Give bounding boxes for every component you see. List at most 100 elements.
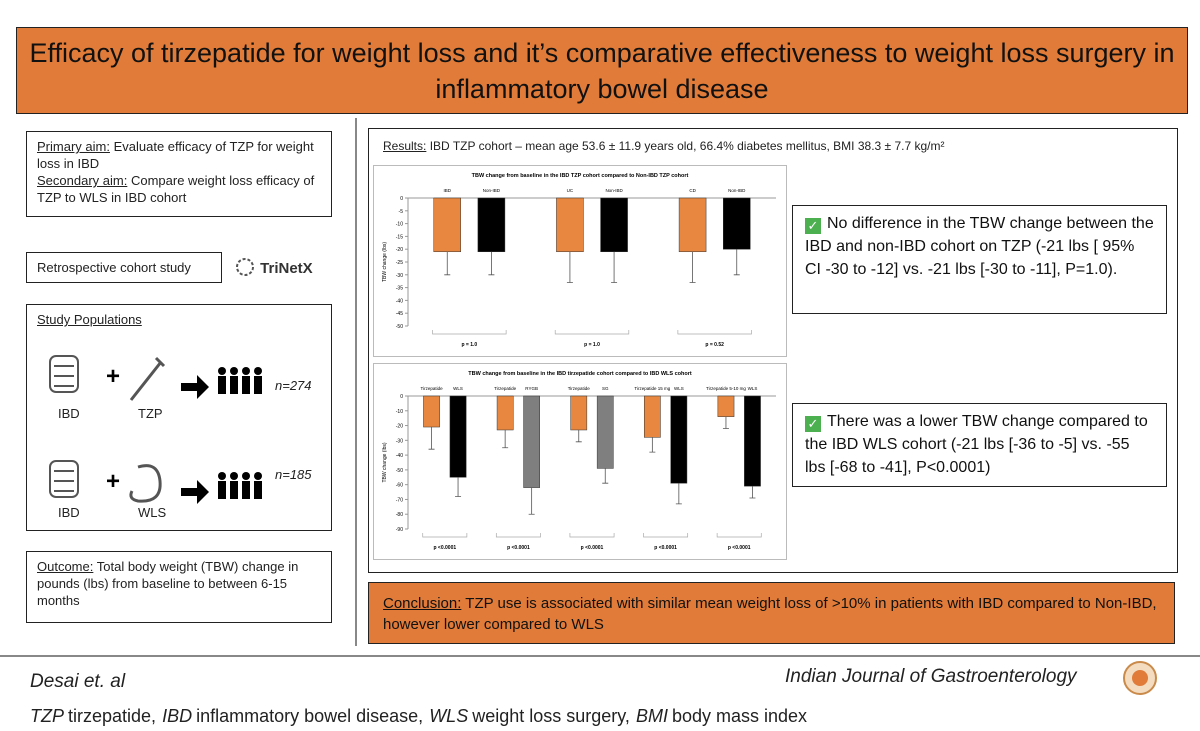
error-bar <box>528 487 535 515</box>
y-tick-label: -25 <box>396 260 403 266</box>
error-bar <box>428 427 435 450</box>
svg-text:+: + <box>106 468 120 495</box>
y-tick-label: 0 <box>400 394 403 400</box>
bar <box>449 395 467 478</box>
abbreviation: TZP <box>30 706 64 726</box>
label: IBD <box>58 406 80 421</box>
category-label: RYGB <box>525 386 538 391</box>
y-tick-label: -20 <box>396 247 403 253</box>
y-tick-label: -30 <box>396 273 403 279</box>
bar <box>596 395 614 469</box>
bar <box>570 395 588 431</box>
bracket <box>432 330 507 335</box>
y-tick-label: -90 <box>396 527 403 533</box>
category-label: Non-IBD <box>483 188 501 193</box>
row: + <box>49 355 262 401</box>
y-tick-label: -80 <box>396 512 403 518</box>
bar <box>644 395 661 438</box>
p-value: p <0.0001 <box>581 545 604 551</box>
text: TZP use is associated with similar mean … <box>383 595 1157 633</box>
logo-text: TriNetX <box>260 260 313 277</box>
abbreviations: TZP tirzepatide, IBD inflammatory bowel dis… <box>30 706 813 727</box>
row: + <box>49 460 262 504</box>
results-line: Results: IBD TZP cohort – mean age 53.6 … <box>383 138 944 155</box>
text: Compare weight loss efficacy of TZP to W… <box>37 173 315 205</box>
error-bar <box>649 437 656 453</box>
category-label: WLS <box>748 386 758 391</box>
definition: weight loss surgery, <box>472 706 630 726</box>
bar <box>717 395 735 417</box>
label: IBD <box>58 505 80 520</box>
design-box: Retrospective cohort study <box>26 252 222 283</box>
outcome-box: Outcome: Total body weight (TBW) change … <box>26 551 332 623</box>
y-tick-label: -35 <box>396 286 403 292</box>
title: Efficacy of tirzepatide for weight loss … <box>29 38 1175 104</box>
category-label: WLS <box>674 386 684 391</box>
label: Conclusion: <box>383 595 462 612</box>
title: Study Populations <box>37 312 142 327</box>
populations-box: Study Populations <box>26 304 332 531</box>
definition: tirzepatide, <box>68 706 157 726</box>
bracket <box>569 533 615 538</box>
category-label: SG <box>602 386 609 391</box>
category-label: UC <box>567 188 574 193</box>
y-tick-label: -60 <box>396 483 403 489</box>
y-tick-label: -40 <box>396 298 403 304</box>
bar <box>433 197 461 253</box>
y-tick-label: -10 <box>396 222 403 228</box>
error-bar <box>444 251 451 276</box>
y-axis-label: TBW change (lbs) <box>382 442 388 482</box>
error-bar <box>675 483 682 505</box>
abbreviation: IBD <box>162 706 193 726</box>
category-label: Tirzepatide <box>421 386 444 391</box>
label: TZP <box>138 406 163 421</box>
bar <box>744 395 761 487</box>
p-value: p <0.0001 <box>507 545 530 551</box>
population-icons: + + <box>49 355 262 504</box>
error-bar <box>566 251 573 283</box>
error-bar <box>602 468 609 484</box>
p-value: p <0.0001 <box>433 545 456 551</box>
p-value: p = 1.0 <box>461 342 477 348</box>
separator <box>0 655 1200 657</box>
category-label: Tirzepatide <box>568 386 591 391</box>
error-bar <box>455 477 462 497</box>
header: Efficacy of tirzepatide for weight loss … <box>16 27 1188 114</box>
text: No difference in the TBW change between … <box>805 215 1154 278</box>
journal: Indian Journal of Gastroenterology <box>785 666 1077 687</box>
bracket <box>677 330 752 335</box>
text: There was a lower TBW change compared to… <box>805 413 1148 476</box>
chart-title: TBW change from baseline in the IBD TZP … <box>472 173 689 179</box>
error-bar <box>575 429 582 443</box>
error-bar <box>722 416 729 429</box>
logo: TriNetX <box>234 256 313 278</box>
journal-logo <box>1123 661 1157 695</box>
bracket <box>643 533 689 538</box>
bracket <box>716 533 762 538</box>
p-value: p = 0.52 <box>705 342 724 348</box>
label: Secondary aim: <box>37 173 128 188</box>
category-label: Tirzepatide <box>494 386 517 391</box>
chart: TBW change from baseline in the IBD tirz… <box>373 363 787 560</box>
p-value: p = 1.0 <box>584 342 600 348</box>
y-tick-label: -70 <box>396 497 403 503</box>
text: Evaluate efficacy of TZP for weight loss… <box>37 139 314 171</box>
bar <box>477 197 506 253</box>
bar <box>678 197 707 253</box>
category-label: Tirzepatide 5-10 mg <box>706 386 746 391</box>
error-bar <box>689 251 696 283</box>
p-value: p <0.0001 <box>654 545 677 551</box>
logo-icon <box>236 258 254 276</box>
aims-box: Primary aim: Evaluate efficacy of TZP fo… <box>26 131 332 217</box>
category-label: IBD <box>443 188 451 193</box>
category-label: Tirzepatide 15 mg <box>634 386 670 391</box>
abbreviation: BMI <box>635 706 668 726</box>
text: Retrospective cohort study <box>37 260 191 275</box>
divider <box>355 118 357 646</box>
definition: inflammatory bowel disease, <box>196 706 424 726</box>
category-label: CD <box>689 188 696 193</box>
conclusion: Conclusion: TZP use is associated with s… <box>368 582 1175 644</box>
count: n=274 <box>275 378 312 393</box>
abbreviation: WLS <box>429 706 469 726</box>
